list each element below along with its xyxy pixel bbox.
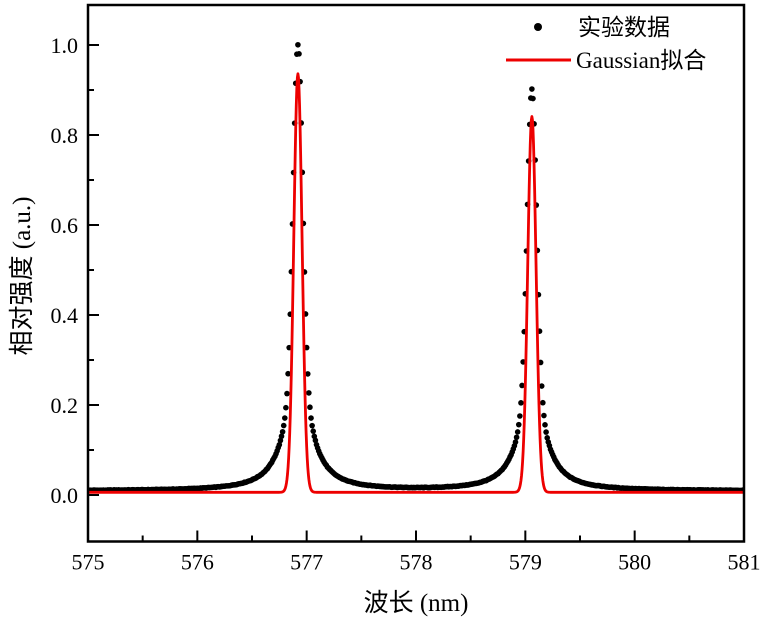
experimental-data-points bbox=[88, 41, 744, 494]
data-point bbox=[530, 95, 536, 102]
data-point bbox=[295, 41, 301, 48]
data-point bbox=[309, 422, 315, 429]
y-axis-tick-labels: 0.0 0.2 0.4 0.6 0.8 1.0 bbox=[51, 33, 79, 508]
data-point bbox=[529, 86, 535, 92]
y-axis-title: 相对强度 (a.u.) bbox=[8, 197, 36, 356]
data-point bbox=[304, 371, 311, 377]
x-tick-label: 576 bbox=[181, 550, 214, 575]
x-tick-label: 579 bbox=[509, 550, 542, 575]
data-point bbox=[512, 439, 519, 445]
x-tick-label: 581 bbox=[728, 550, 761, 575]
data-point bbox=[310, 428, 317, 434]
data-point bbox=[276, 441, 283, 448]
data-point bbox=[538, 383, 545, 389]
data-point bbox=[306, 390, 312, 396]
data-point bbox=[540, 399, 546, 406]
legend: 实验数据 Gaussian拟合 bbox=[506, 15, 706, 73]
data-point bbox=[280, 422, 287, 429]
data-point bbox=[519, 382, 525, 389]
data-point bbox=[517, 413, 523, 419]
y-tick-label: 0.8 bbox=[51, 123, 79, 148]
data-point bbox=[308, 415, 314, 421]
gaussian-fit-curve bbox=[88, 72, 744, 494]
y-tick-label: 0.4 bbox=[51, 303, 79, 328]
x-axis-ticks bbox=[87, 530, 745, 542]
x-tick-label: 575 bbox=[72, 550, 105, 575]
legend-marker-experimental-dot bbox=[534, 23, 542, 31]
legend-label-fit: Gaussian拟合 bbox=[576, 48, 706, 73]
data-point bbox=[541, 412, 547, 419]
data-point bbox=[542, 422, 548, 428]
y-tick-label: 0.6 bbox=[51, 213, 79, 238]
fit-line-path bbox=[88, 72, 744, 494]
data-point bbox=[284, 390, 290, 397]
data-point bbox=[296, 51, 302, 57]
data-point bbox=[282, 415, 288, 421]
data-point bbox=[277, 437, 284, 444]
data-point bbox=[518, 400, 524, 406]
data-point bbox=[283, 404, 289, 411]
data-point bbox=[285, 370, 291, 377]
y-tick-label: 0.0 bbox=[51, 483, 79, 508]
x-axis-tick-labels: 575 576 577 578 579 580 581 bbox=[72, 550, 761, 575]
data-point bbox=[279, 428, 286, 435]
plot-frame bbox=[86, 3, 746, 543]
y-tick-label: 1.0 bbox=[51, 33, 79, 58]
y-tick-label: 0.2 bbox=[51, 393, 79, 418]
legend-label-experimental: 实验数据 bbox=[578, 15, 670, 40]
x-tick-label: 577 bbox=[290, 550, 323, 575]
data-point bbox=[514, 429, 521, 435]
y-axis-ticks bbox=[88, 44, 99, 497]
data-point bbox=[515, 421, 522, 428]
data-point bbox=[513, 434, 520, 441]
x-axis-title: 波长 (nm) bbox=[364, 589, 469, 617]
data-point bbox=[312, 437, 319, 444]
data-point bbox=[278, 433, 285, 440]
x-tick-label: 580 bbox=[618, 550, 651, 575]
x-tick-label: 578 bbox=[400, 550, 433, 575]
data-point bbox=[544, 435, 550, 441]
data-point bbox=[543, 429, 549, 435]
data-point bbox=[307, 404, 313, 411]
